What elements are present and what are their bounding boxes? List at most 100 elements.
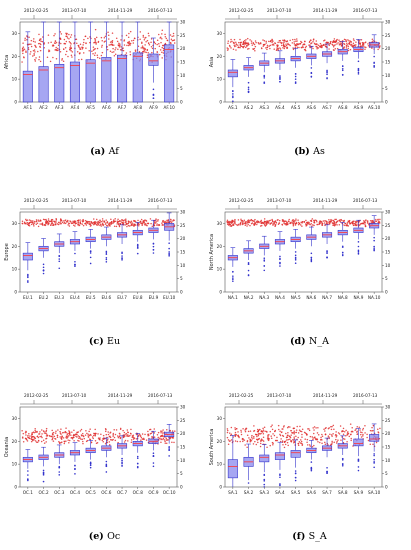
scatter-point (61, 59, 63, 61)
scatter-point (297, 219, 299, 221)
scatter-point (131, 224, 134, 226)
scatter-point (30, 45, 33, 48)
outlier-point (152, 252, 155, 254)
scatter-point (128, 225, 131, 227)
scatter-point (37, 219, 40, 221)
scatter-point (170, 218, 172, 221)
outlier-point (357, 67, 360, 70)
scatter-point (254, 45, 257, 48)
outlier-point (121, 459, 123, 462)
scatter-point (59, 221, 61, 224)
scatter-point (119, 437, 122, 440)
outlier-point (294, 470, 297, 472)
scatter-point (45, 435, 48, 437)
scatter-point (114, 433, 117, 436)
scatter-point (52, 433, 54, 436)
scatter-point (289, 435, 291, 438)
scatter-point (59, 436, 61, 438)
scatter-point (65, 50, 68, 53)
scatter-point (282, 435, 285, 437)
scatter-point (350, 431, 353, 433)
y-right-tick-label: 0 (180, 290, 183, 295)
outlier-point (310, 466, 313, 469)
scatter-point (99, 437, 101, 439)
y-right-tick-label: 0 (385, 485, 388, 490)
scatter-point (153, 220, 156, 222)
scatter-point (327, 444, 329, 446)
scatter-point (343, 42, 345, 45)
outlier-point (121, 457, 123, 460)
scatter-point (32, 431, 35, 433)
box-body (227, 69, 238, 78)
scatter-point (243, 43, 245, 46)
scatter-point (281, 44, 283, 47)
scatter-point (33, 49, 36, 51)
scatter-point (132, 225, 135, 227)
outlier-point (232, 280, 234, 282)
scatter-point (340, 439, 342, 441)
scatter-point (158, 53, 161, 56)
scatter-point (80, 428, 83, 431)
scatter-point (362, 45, 364, 47)
scatter-point (339, 40, 341, 43)
scatter-point (323, 222, 326, 224)
scatter-point (310, 222, 312, 225)
scatter-point (21, 429, 23, 432)
scatter-point (33, 437, 36, 439)
scatter-point (33, 38, 35, 40)
scatter-point (230, 439, 233, 441)
scatter-point (125, 220, 127, 223)
scatter-point (56, 49, 58, 52)
scatter-point (123, 441, 126, 443)
scatter-point (285, 43, 287, 45)
scatter-point (45, 219, 48, 222)
scatter-point (143, 39, 146, 41)
scatter-point (346, 42, 348, 44)
scatter-point (237, 223, 240, 226)
scatter-point (272, 224, 274, 226)
scatter-point (253, 43, 256, 46)
scatter-point (283, 41, 285, 44)
scatter-point (145, 439, 148, 441)
scatter-point (119, 427, 122, 430)
outlier-point (247, 261, 250, 264)
scatter-point (305, 224, 308, 226)
scatter-point (38, 33, 40, 36)
scatter-point (331, 43, 333, 46)
scatter-point (171, 430, 174, 432)
outlier-point (247, 269, 250, 272)
outlier-point (105, 251, 108, 254)
scatter-point (242, 440, 244, 443)
scatter-point (42, 439, 45, 441)
scatter-point (102, 440, 105, 443)
scatter-point (68, 37, 70, 40)
scatter-point (246, 439, 249, 442)
scatter-point (63, 42, 65, 45)
scatter-point (316, 432, 319, 434)
scatter-point (275, 221, 277, 224)
scatter-point (229, 41, 232, 43)
scatter-point (287, 438, 289, 441)
scatter-point (322, 44, 325, 46)
y-left-tick-label: 10 (12, 462, 18, 467)
scatter-point (22, 42, 24, 44)
outlier-point (152, 93, 155, 96)
outlier-point (357, 73, 360, 75)
x-tick-label: OC.5 (86, 490, 97, 495)
scatter-point (39, 60, 42, 63)
y-right-tick-label: 10 (180, 73, 186, 78)
outlier-point (279, 75, 281, 77)
scatter-point (49, 60, 52, 63)
scatter-point (89, 223, 92, 225)
box-body (148, 53, 159, 66)
scatter-point (87, 433, 89, 436)
outlier-point (105, 258, 108, 261)
scatter-point (273, 44, 275, 46)
scatter-point (164, 33, 166, 36)
scatter-point (87, 435, 89, 437)
scatter-point (229, 432, 231, 434)
outlier-point (232, 93, 234, 95)
scatter-point (310, 42, 312, 45)
scatter-point (115, 47, 117, 49)
scatter-point (299, 439, 302, 441)
